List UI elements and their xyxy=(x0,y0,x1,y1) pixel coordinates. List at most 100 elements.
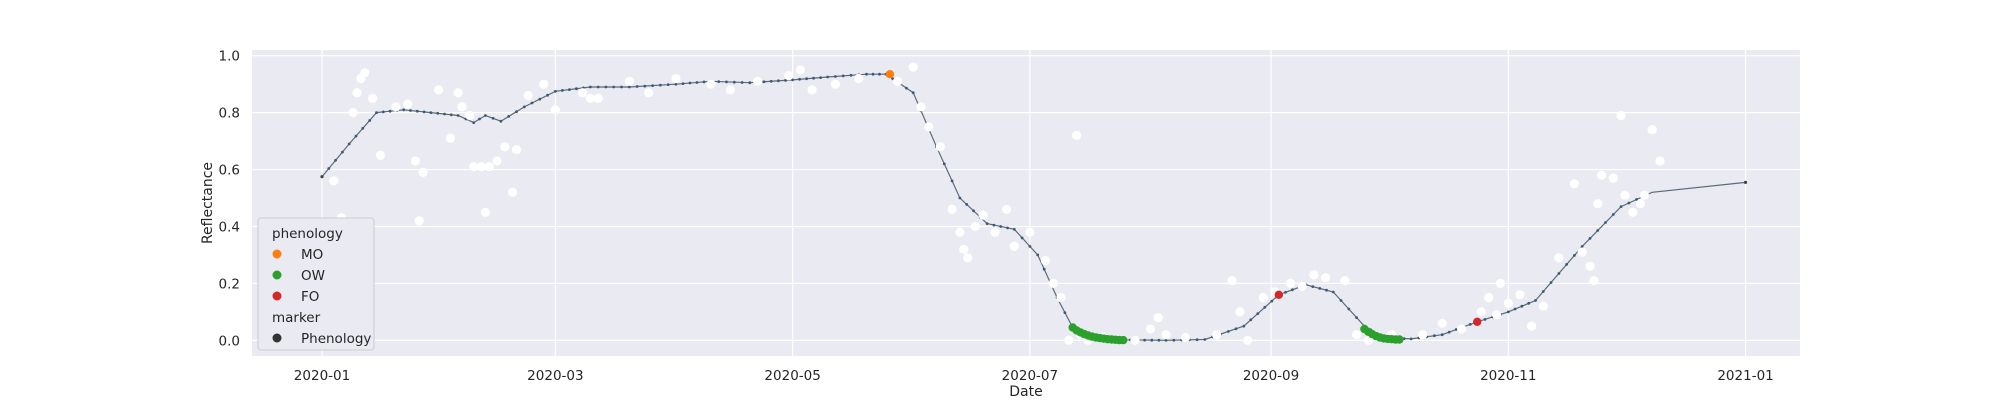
smoothed-sample-dot xyxy=(1534,299,1537,302)
raw-observation-point xyxy=(959,244,969,254)
raw-observation-point xyxy=(1153,313,1163,323)
smoothed-sample-dot xyxy=(674,82,678,86)
smoothed-sample-dot xyxy=(958,196,962,200)
smoothed-sample-dot xyxy=(327,167,331,170)
smoothed-sample-dot xyxy=(347,142,351,146)
smoothed-sample-dot xyxy=(1164,338,1168,342)
smoothed-sample-dot xyxy=(530,101,534,105)
legend-entry-label: OW xyxy=(301,268,325,284)
raw-observation-point xyxy=(1503,298,1513,308)
smoothed-sample-dot xyxy=(507,115,511,118)
smoothed-sample-dot xyxy=(409,109,412,112)
smoothed-sample-dot xyxy=(992,223,996,227)
smoothed-sample-dot xyxy=(1036,253,1040,257)
raw-observation-point xyxy=(418,167,428,177)
phenology-point-fo xyxy=(1274,290,1284,299)
raw-observation-point xyxy=(352,88,362,98)
smoothed-sample-dot xyxy=(1172,338,1176,342)
raw-observation-point xyxy=(348,108,358,118)
smoothed-sample-dot xyxy=(812,76,815,80)
smoothed-sample-dot xyxy=(972,209,975,213)
smoothed-sample-dot xyxy=(819,76,822,79)
smoothed-sample-dot xyxy=(659,83,662,87)
raw-observation-point xyxy=(1484,293,1494,303)
raw-observation-point xyxy=(1569,179,1579,189)
raw-observation-point xyxy=(978,210,988,220)
smoothed-sample-dot xyxy=(1580,245,1584,248)
smoothed-sample-dot xyxy=(436,111,440,115)
raw-observation-point xyxy=(1002,204,1012,214)
smoothed-sample-dot xyxy=(449,113,453,117)
raw-observation-point xyxy=(360,68,370,78)
raw-observation-point xyxy=(1538,301,1548,311)
smoothed-sample-dot xyxy=(1042,267,1046,271)
smoothed-sample-dot xyxy=(905,86,908,90)
raw-observation-point xyxy=(480,207,490,217)
smoothed-sample-dot xyxy=(443,112,446,116)
y-axis-label: Reflectance xyxy=(200,162,216,244)
smoothed-sample-dot xyxy=(375,111,378,114)
smoothed-sample-dot xyxy=(1604,221,1607,224)
smoothed-sample-dot xyxy=(589,85,592,89)
raw-observation-point xyxy=(403,99,413,109)
legend-marker-ow xyxy=(272,270,282,280)
x-tick-label: 2020-07 xyxy=(1002,368,1058,384)
raw-observation-point xyxy=(1635,199,1646,209)
raw-observation-point xyxy=(706,79,716,89)
smoothed-sample-dot xyxy=(1203,338,1207,341)
smoothed-sample-dot xyxy=(561,89,564,92)
x-tick-label: 2020-11 xyxy=(1480,368,1536,384)
raw-observation-point xyxy=(1589,276,1599,286)
raw-observation-point xyxy=(1628,207,1638,217)
smoothed-sample-dot xyxy=(950,179,954,183)
smoothed-sample-dot xyxy=(1234,327,1238,331)
smoothed-sample-dot xyxy=(878,72,881,76)
smoothed-sample-dot xyxy=(791,78,794,82)
smoothed-sample-dot xyxy=(1506,310,1510,314)
smoothed-sample-dot xyxy=(1513,307,1517,311)
raw-observation-point xyxy=(1363,335,1373,345)
raw-observation-point xyxy=(1048,278,1058,288)
x-tick-label: 2020-01 xyxy=(294,368,350,384)
raw-observations-layer xyxy=(329,62,1665,345)
raw-observation-point xyxy=(1009,241,1019,251)
legend-entry-label: MO xyxy=(301,247,323,263)
smoothed-sample-dot xyxy=(1573,254,1576,257)
phenology-point-fo xyxy=(1473,317,1482,326)
raw-observation-point xyxy=(1639,190,1649,200)
raw-observation-point xyxy=(830,79,841,89)
smoothed-sample-dot xyxy=(484,114,487,117)
x-tick-label: 2020-05 xyxy=(764,368,820,384)
smoothed-sample-dot xyxy=(1743,180,1748,184)
smoothed-sample-dot xyxy=(1226,330,1230,333)
smoothed-sample-dot xyxy=(999,225,1003,228)
smoothed-sample-dot xyxy=(1063,311,1067,314)
raw-observation-point xyxy=(1064,335,1074,345)
smoothed-sample-dot xyxy=(1249,318,1253,322)
y-tick-label: 0.4 xyxy=(219,219,240,235)
legend-marker-mo xyxy=(272,249,282,259)
smoothed-sample-dot xyxy=(1447,330,1451,334)
smoothed-sample-dot xyxy=(381,110,385,114)
raw-observation-point xyxy=(963,253,973,263)
raw-observation-point xyxy=(1145,324,1156,334)
raw-observation-point xyxy=(1056,293,1066,303)
raw-observation-point xyxy=(1620,190,1630,200)
smoothed-sample-dot xyxy=(688,81,692,85)
raw-observation-point xyxy=(990,227,1000,237)
raw-observation-point xyxy=(1608,173,1618,183)
smoothed-sample-dot xyxy=(942,162,946,166)
smoothed-sample-dot xyxy=(354,134,358,138)
smoothed-sample-dot xyxy=(1256,312,1260,315)
raw-observation-point xyxy=(1212,330,1222,340)
raw-observation-point xyxy=(908,62,918,72)
raw-observation-point xyxy=(753,76,763,86)
smoothed-sample-dot xyxy=(1468,323,1472,326)
smoothed-sample-dot xyxy=(1541,290,1545,293)
raw-observation-point xyxy=(469,162,479,172)
tick-labels: 2020-01 2020-03 2020-05 2020-07 2020-09 2020-… xyxy=(219,49,1774,384)
raw-observation-point xyxy=(1258,293,1268,303)
raw-observation-point xyxy=(1130,335,1140,345)
smoothed-sample-dot xyxy=(635,85,639,88)
smoothed-sample-dot xyxy=(1195,338,1199,342)
